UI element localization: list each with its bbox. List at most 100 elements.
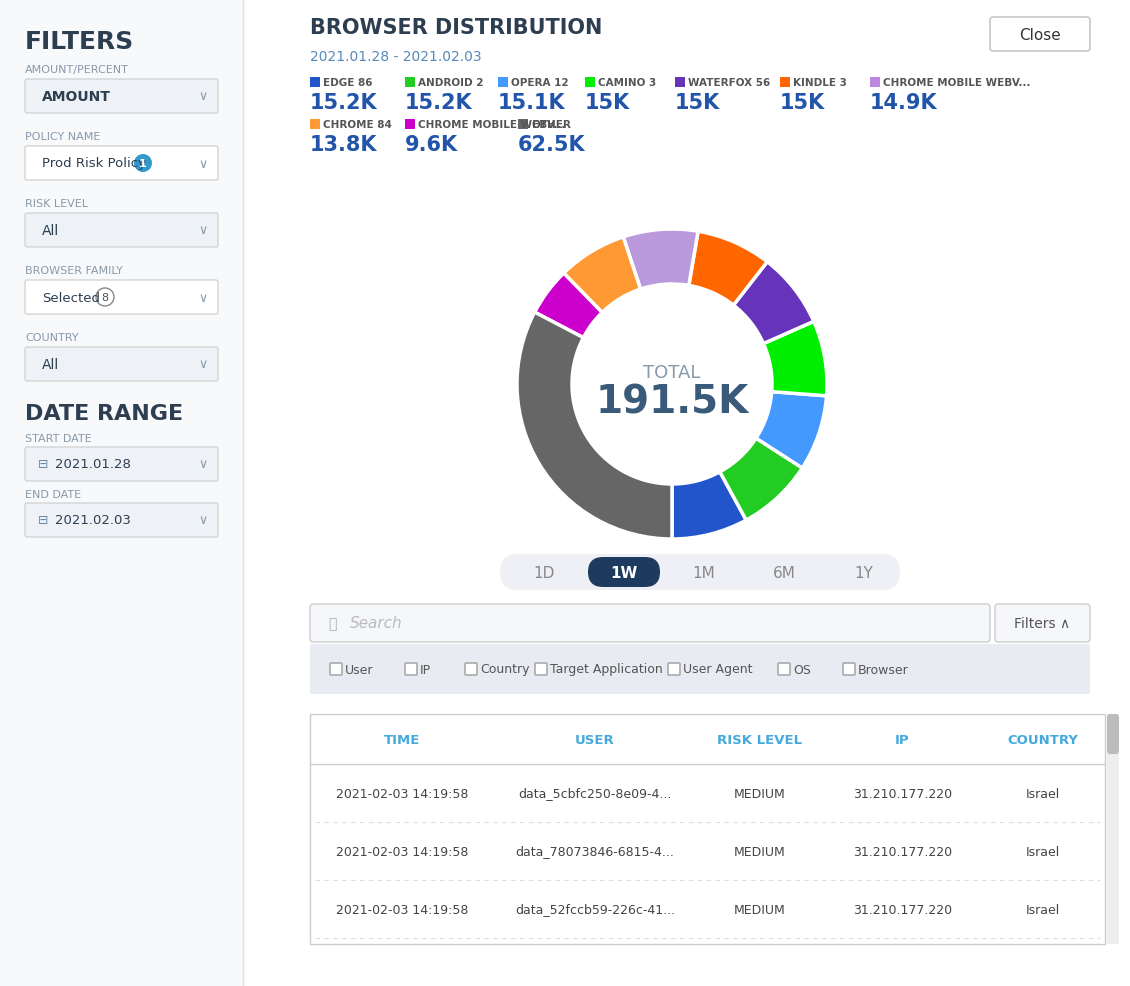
Bar [405, 78, 415, 88]
FancyBboxPatch shape [25, 504, 218, 537]
Text: 31.210.177.220: 31.210.177.220 [853, 787, 953, 800]
Text: BROWSER FAMILY: BROWSER FAMILY [25, 266, 123, 276]
Bar [405, 120, 415, 130]
FancyBboxPatch shape [499, 554, 899, 591]
Text: 191.5K: 191.5K [596, 384, 748, 422]
Text: Country: Country [480, 663, 530, 675]
Text: 1W: 1W [610, 565, 637, 580]
Text: MEDIUM: MEDIUM [734, 845, 785, 858]
Text: CHROME 84: CHROME 84 [323, 120, 392, 130]
Text: 2021-02-03 14:19:58: 2021-02-03 14:19:58 [337, 845, 469, 858]
Text: ∨: ∨ [199, 158, 208, 171]
Text: BROWSER DISTRIBUTION: BROWSER DISTRIBUTION [310, 18, 602, 38]
Text: 13.8K: 13.8K [310, 135, 377, 155]
Text: All: All [42, 224, 59, 238]
Text: USER: USER [575, 733, 615, 745]
Wedge shape [672, 472, 746, 539]
Text: ∨: ∨ [199, 91, 208, 104]
Bar [0, 0, 243, 986]
Text: 31.210.177.220: 31.210.177.220 [853, 902, 953, 916]
Text: EDGE 86: EDGE 86 [323, 78, 373, 88]
Text: 9.6K: 9.6K [405, 135, 458, 155]
Text: data_5cbfc250-8e09-4...: data_5cbfc250-8e09-4... [519, 787, 671, 800]
FancyBboxPatch shape [588, 557, 660, 588]
Text: 2021.01.28: 2021.01.28 [55, 458, 131, 471]
Text: COUNTRY: COUNTRY [1007, 733, 1078, 745]
Text: 8: 8 [102, 293, 108, 303]
Text: WATERFOX 56: WATERFOX 56 [688, 78, 771, 88]
Text: ⊟: ⊟ [38, 458, 49, 471]
Text: 15.2K: 15.2K [310, 93, 377, 112]
Text: AMOUNT/PERCENT: AMOUNT/PERCENT [25, 65, 129, 75]
FancyBboxPatch shape [466, 664, 477, 675]
Text: ANDROID 2: ANDROID 2 [418, 78, 484, 88]
FancyBboxPatch shape [405, 664, 417, 675]
Bar [310, 78, 320, 88]
FancyBboxPatch shape [25, 448, 218, 481]
Bar [310, 120, 320, 130]
Text: OTHER: OTHER [531, 120, 571, 130]
FancyBboxPatch shape [25, 214, 218, 247]
Text: 14.9K: 14.9K [870, 93, 938, 112]
Text: MEDIUM: MEDIUM [734, 902, 785, 916]
Text: KINDLE 3: KINDLE 3 [793, 78, 846, 88]
Text: CHROME MOBILE WEBV...: CHROME MOBILE WEBV... [418, 120, 565, 130]
Bar [310, 644, 1090, 694]
Text: Israel: Israel [1025, 845, 1060, 858]
Text: 1Y: 1Y [854, 565, 873, 580]
Text: COUNTRY: COUNTRY [25, 332, 78, 343]
Text: 15K: 15K [675, 93, 720, 112]
Text: Close: Close [1019, 28, 1061, 42]
FancyBboxPatch shape [25, 281, 218, 315]
FancyBboxPatch shape [25, 147, 218, 180]
Text: 1: 1 [139, 159, 147, 169]
Circle shape [134, 155, 153, 173]
Bar [780, 78, 790, 88]
Bar [1107, 714, 1119, 944]
Text: 15K: 15K [780, 93, 825, 112]
Text: START DATE: START DATE [25, 434, 92, 444]
Text: 🔍: 🔍 [328, 616, 337, 630]
Text: IP: IP [420, 663, 432, 675]
Text: 15K: 15K [585, 93, 631, 112]
Text: 2021-02-03 14:19:58: 2021-02-03 14:19:58 [337, 787, 469, 800]
Bar [585, 78, 596, 88]
Text: data_78073846-6815-4...: data_78073846-6815-4... [515, 845, 675, 858]
FancyBboxPatch shape [777, 664, 790, 675]
Text: RISK LEVEL: RISK LEVEL [25, 199, 88, 209]
Text: Target Application: Target Application [550, 663, 663, 675]
Text: ∨: ∨ [199, 514, 208, 527]
Text: TIME: TIME [384, 733, 420, 745]
Text: OPERA 12: OPERA 12 [511, 78, 568, 88]
Text: POLICY NAME: POLICY NAME [25, 132, 101, 142]
Text: ∨: ∨ [199, 224, 208, 238]
Text: data_52fccb59-226c-41...: data_52fccb59-226c-41... [515, 902, 675, 916]
Text: FILTERS: FILTERS [25, 30, 134, 54]
FancyBboxPatch shape [534, 664, 547, 675]
Wedge shape [756, 392, 826, 468]
FancyBboxPatch shape [996, 604, 1090, 642]
Bar [518, 120, 528, 130]
Text: 62.5K: 62.5K [518, 135, 585, 155]
Text: Browser: Browser [858, 663, 909, 675]
Bar [870, 78, 880, 88]
Text: 2021.02.03: 2021.02.03 [55, 514, 131, 527]
Text: Prod Risk Policy: Prod Risk Policy [42, 158, 146, 171]
Bar [498, 78, 508, 88]
FancyBboxPatch shape [310, 604, 990, 642]
Wedge shape [518, 313, 672, 539]
FancyBboxPatch shape [25, 80, 218, 114]
Wedge shape [534, 274, 602, 338]
Text: 2021.01.28 - 2021.02.03: 2021.01.28 - 2021.02.03 [310, 50, 481, 64]
Wedge shape [720, 439, 802, 521]
Text: RISK LEVEL: RISK LEVEL [718, 733, 802, 745]
FancyBboxPatch shape [668, 664, 680, 675]
Text: CAMINO 3: CAMINO 3 [598, 78, 657, 88]
Text: ∨: ∨ [199, 291, 208, 305]
Text: IP: IP [895, 733, 910, 745]
FancyBboxPatch shape [1107, 714, 1119, 754]
Text: Selected: Selected [42, 291, 99, 305]
Bar [310, 714, 1105, 944]
Text: 6M: 6M [773, 565, 796, 580]
Text: User: User [345, 663, 374, 675]
